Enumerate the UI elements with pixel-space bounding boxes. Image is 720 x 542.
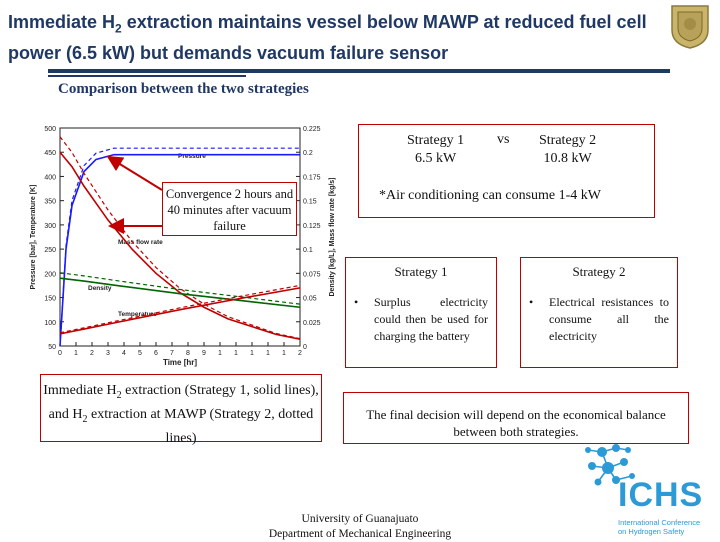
strategy1-title: Strategy 1 [394, 264, 448, 279]
y-tick-label-left: 150 [44, 296, 56, 303]
y-tick-label-left: 250 [44, 247, 56, 254]
x-tick-label: 1 [282, 350, 286, 357]
y-tick-label-right: 0.125 [303, 223, 321, 230]
y-tick-label-right: 0.225 [303, 126, 321, 133]
y-tick-label-right: 0.05 [303, 296, 317, 303]
y-tick-label-right: 0 [303, 344, 307, 351]
x-tick-label: 3 [106, 350, 110, 357]
ichs-logo-caption: International Conference on Hydrogen Saf… [618, 518, 701, 536]
series-pressure [59, 153, 300, 347]
strategy1-bullet: Surplus electricity could then be used f… [374, 295, 488, 343]
x-tick-label: 1 [234, 350, 238, 357]
x-axis-label: Time [hr] [163, 358, 197, 367]
annotation-pressure: Pressure [178, 153, 206, 160]
footer: University of Guanajuato Department of M… [240, 512, 480, 542]
versus-label: vs [497, 132, 510, 147]
x-tick-label: 2 [90, 350, 94, 357]
x-tick-label: 2 [298, 350, 302, 357]
x-tick-label: 1 [266, 350, 270, 357]
y-tick-label-right: 0.025 [303, 320, 321, 327]
title-underline-secondary [48, 75, 246, 77]
university-crest-icon [671, 5, 709, 49]
ichs-logo-name: ICHS [618, 476, 704, 514]
ichs-logo-icon [585, 444, 635, 486]
strategy1-name: Strategy 1 [407, 133, 465, 148]
slide-title: Immediate H2 extraction maintains vessel… [8, 12, 647, 63]
y-tick-label-left: 350 [44, 199, 56, 206]
strategy2-title: Strategy 2 [572, 264, 626, 279]
annotation-density: Density [88, 285, 112, 292]
section-subtitle: Comparison between the two strategies [58, 81, 309, 97]
strategy-comparison-box: Strategy 1 6.5 kW vs Strategy 2 10.8 kW … [358, 124, 655, 218]
y-tick-label-left: 50 [48, 344, 56, 351]
series-temperature-dotted [59, 284, 301, 334]
strategy2-name: Strategy 2 [539, 133, 597, 148]
y-tick-label-left: 400 [44, 174, 56, 181]
y-tick-label-left: 100 [44, 320, 56, 327]
series-mass-flow-rate-dotted [59, 136, 301, 340]
y-axis-label-left: Pressure [bar], Temperature [K] [30, 185, 37, 290]
y-tick-label-right: 0.15 [303, 199, 317, 206]
y-axis-label-right: Density [kg/L], Mass flow rate [kg/s] [329, 177, 336, 296]
footer-department: Department of Mechanical Engineering [268, 528, 452, 540]
strategy2-bullet: Electrical resistances to consume all th… [549, 295, 669, 343]
series-mass-flow-rate [59, 151, 301, 341]
y-tick-label-right: 0.075 [303, 271, 321, 278]
x-tick-label: 1 [218, 350, 222, 357]
strategy2-box: Strategy 2 • Electrical resistances to c… [520, 257, 678, 368]
x-tick-label: 6 [154, 350, 158, 357]
air-conditioning-note: *Air conditioning can consume 1-4 kW [379, 188, 602, 203]
simulation-chart: 500450400350300250200150100500.2250.20.1… [30, 126, 336, 367]
convergence-arrows [106, 155, 163, 234]
x-tick-label: 8 [186, 350, 190, 357]
x-tick-label: 1 [74, 350, 78, 357]
y-tick-label-left: 300 [44, 223, 56, 230]
x-tick-label: 9 [202, 350, 206, 357]
series-density-dotted [59, 272, 301, 305]
chart-caption: Immediate H2 extraction (Strategy 1, sol… [40, 374, 322, 446]
x-tick-label: 5 [138, 350, 142, 357]
y-tick-label-right: 0.1 [303, 247, 313, 254]
y-tick-label-right: 0.2 [303, 150, 313, 157]
strategy2-power: 10.8 kW [543, 151, 592, 166]
annotation-temperature: Temperature [118, 311, 157, 318]
x-tick-label: 0 [58, 350, 62, 357]
x-tick-label: 4 [122, 350, 126, 357]
strategy1-power: 6.5 kW [414, 151, 457, 166]
y-tick-label-left: 200 [44, 271, 56, 278]
series-density [59, 277, 301, 309]
x-tick-label: 1 [250, 350, 254, 357]
series-temperature [59, 287, 301, 335]
x-tick-label: 7 [170, 350, 174, 357]
bullet-icon: • [529, 295, 534, 309]
convergence-note: Convergence 2 hours and 40 minutes after… [162, 182, 297, 236]
title-underline [48, 69, 670, 73]
y-tick-label-right: 0.175 [303, 174, 321, 181]
y-tick-label-left: 450 [44, 150, 56, 157]
footer-university: University of Guanajuato [301, 513, 419, 525]
y-tick-label-left: 500 [44, 126, 56, 133]
final-decision-box: The final decision will depend on the ec… [343, 392, 689, 444]
bullet-icon: • [354, 295, 359, 309]
strategy1-box: Strategy 1 • Surplus electricity could t… [345, 257, 497, 368]
series-pressure-dotted [59, 147, 300, 346]
annotation-mass-flow-rate: Mass flow rate [118, 239, 163, 246]
